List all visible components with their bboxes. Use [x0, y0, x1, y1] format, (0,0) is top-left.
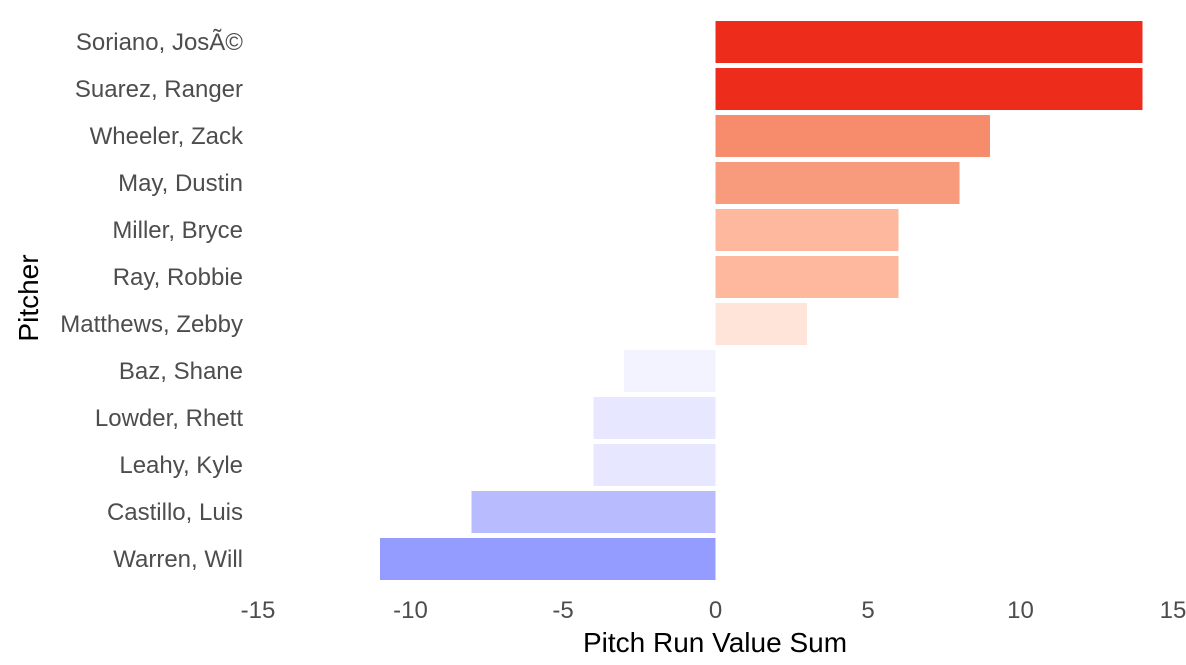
category-label: Suarez, Ranger [75, 76, 243, 103]
category-label: Lowder, Rhett [95, 405, 243, 432]
category-label: Castillo, Luis [107, 499, 243, 526]
x-tick-label: -5 [552, 597, 573, 624]
category-label: Miller, Bryce [112, 217, 243, 244]
bars-layer [380, 21, 1143, 580]
bar [715, 162, 960, 204]
bar [593, 444, 716, 486]
bar [715, 303, 807, 345]
bar [715, 256, 899, 298]
category-label: Wheeler, Zack [90, 123, 244, 150]
x-tick-label: 10 [1007, 597, 1034, 624]
category-label: Warren, Will [113, 546, 243, 573]
x-tick-label: 0 [709, 597, 722, 624]
category-label: Ray, Robbie [113, 264, 243, 291]
bar [380, 538, 716, 580]
x-ticks-layer: -15 -10 -5 0 5 10 15 [241, 597, 1186, 624]
bar [715, 68, 1143, 110]
category-label: Leahy, Kyle [119, 452, 243, 479]
category-labels-layer: Soriano, JosÃ© Suarez, Ranger Wheeler, Zac… [60, 29, 244, 573]
bar [593, 397, 716, 439]
x-tick-label: 15 [1160, 597, 1186, 624]
category-label: May, Dustin [118, 170, 243, 197]
bar [715, 209, 899, 251]
bar [471, 491, 716, 533]
x-axis-title: Pitch Run Value Sum [583, 627, 847, 658]
category-label: Soriano, JosÃ© [76, 29, 243, 56]
x-tick-label: -15 [241, 597, 276, 624]
x-tick-label: 5 [861, 597, 874, 624]
bar [715, 21, 1143, 63]
y-axis-title: Pitcher [13, 254, 44, 341]
category-label: Baz, Shane [119, 358, 243, 385]
bar [715, 115, 990, 157]
bar [624, 350, 716, 392]
x-tick-label: -10 [393, 597, 428, 624]
category-label: Matthews, Zebby [60, 311, 243, 338]
